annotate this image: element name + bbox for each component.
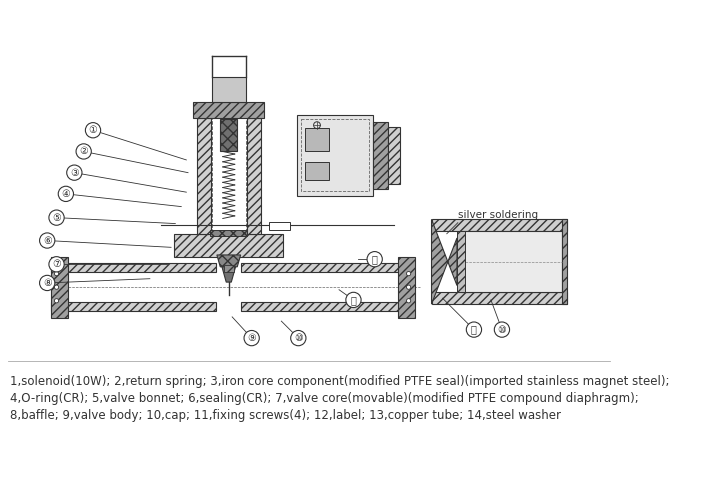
Circle shape <box>67 165 82 180</box>
Text: ⑫: ⑫ <box>372 254 378 264</box>
Text: ④: ④ <box>62 189 70 199</box>
Text: ⑧: ⑧ <box>43 278 51 288</box>
Circle shape <box>76 144 91 159</box>
Text: ⑬: ⑬ <box>471 325 477 335</box>
Circle shape <box>346 292 361 308</box>
Bar <box>193 102 265 117</box>
Polygon shape <box>196 117 211 234</box>
Text: ⑩: ⑩ <box>294 333 303 343</box>
Bar <box>562 219 567 304</box>
Polygon shape <box>175 234 283 257</box>
Circle shape <box>291 331 306 346</box>
Bar <box>212 77 246 102</box>
Circle shape <box>40 233 55 248</box>
Text: ⑪: ⑪ <box>350 295 357 305</box>
Bar <box>270 222 290 229</box>
Text: ⑦: ⑦ <box>52 259 61 269</box>
Text: ①: ① <box>88 125 97 135</box>
Circle shape <box>244 331 260 346</box>
Text: ⑨: ⑨ <box>247 333 256 343</box>
Text: ⑤: ⑤ <box>52 213 61 223</box>
Polygon shape <box>247 117 261 234</box>
Text: ⑩: ⑩ <box>497 325 506 335</box>
Text: 1,solenoid(10W); 2,return spring; 3,iron core component(modified PTFE seal)(impo: 1,solenoid(10W); 2,return spring; 3,iron… <box>10 375 669 388</box>
Circle shape <box>407 271 411 276</box>
Bar <box>210 230 247 236</box>
Bar <box>301 119 369 191</box>
Bar <box>220 119 237 151</box>
Polygon shape <box>241 263 407 272</box>
Text: ②: ② <box>79 147 88 156</box>
Circle shape <box>40 275 55 291</box>
Bar <box>389 127 400 184</box>
Polygon shape <box>399 257 415 318</box>
Bar <box>224 265 234 272</box>
Circle shape <box>407 299 411 303</box>
Polygon shape <box>222 267 236 282</box>
Text: ⑥: ⑥ <box>43 236 51 245</box>
Bar <box>305 162 329 180</box>
Bar <box>461 231 562 292</box>
Circle shape <box>54 271 59 276</box>
Text: ③: ③ <box>70 168 79 178</box>
Polygon shape <box>431 292 567 304</box>
Bar <box>457 231 465 292</box>
Polygon shape <box>431 219 567 231</box>
Circle shape <box>86 123 101 138</box>
Circle shape <box>54 299 59 303</box>
Circle shape <box>58 186 73 202</box>
Bar <box>373 122 389 189</box>
Polygon shape <box>51 302 216 311</box>
Polygon shape <box>431 219 457 304</box>
Polygon shape <box>217 255 241 267</box>
Text: silver soldering: silver soldering <box>457 209 538 220</box>
Polygon shape <box>241 302 407 311</box>
Circle shape <box>49 210 65 225</box>
Circle shape <box>49 257 65 272</box>
Text: 8,baffle; 9,valve body; 10,cap; 11,fixing screws(4); 12,label; 13,copper tube; 1: 8,baffle; 9,valve body; 10,cap; 11,fixin… <box>10 409 561 422</box>
Bar <box>212 117 246 234</box>
Bar <box>297 115 373 196</box>
Polygon shape <box>51 263 216 272</box>
Circle shape <box>54 285 59 289</box>
Text: 4,O-ring(CR); 5,valve bonnet; 6,sealing(CR); 7,valve core(movable)(modified PTFE: 4,O-ring(CR); 5,valve bonnet; 6,sealing(… <box>10 392 639 405</box>
Circle shape <box>494 322 510 337</box>
Circle shape <box>367 252 382 267</box>
Polygon shape <box>51 257 67 318</box>
Circle shape <box>407 285 411 289</box>
Circle shape <box>466 322 481 337</box>
Bar <box>305 128 329 151</box>
